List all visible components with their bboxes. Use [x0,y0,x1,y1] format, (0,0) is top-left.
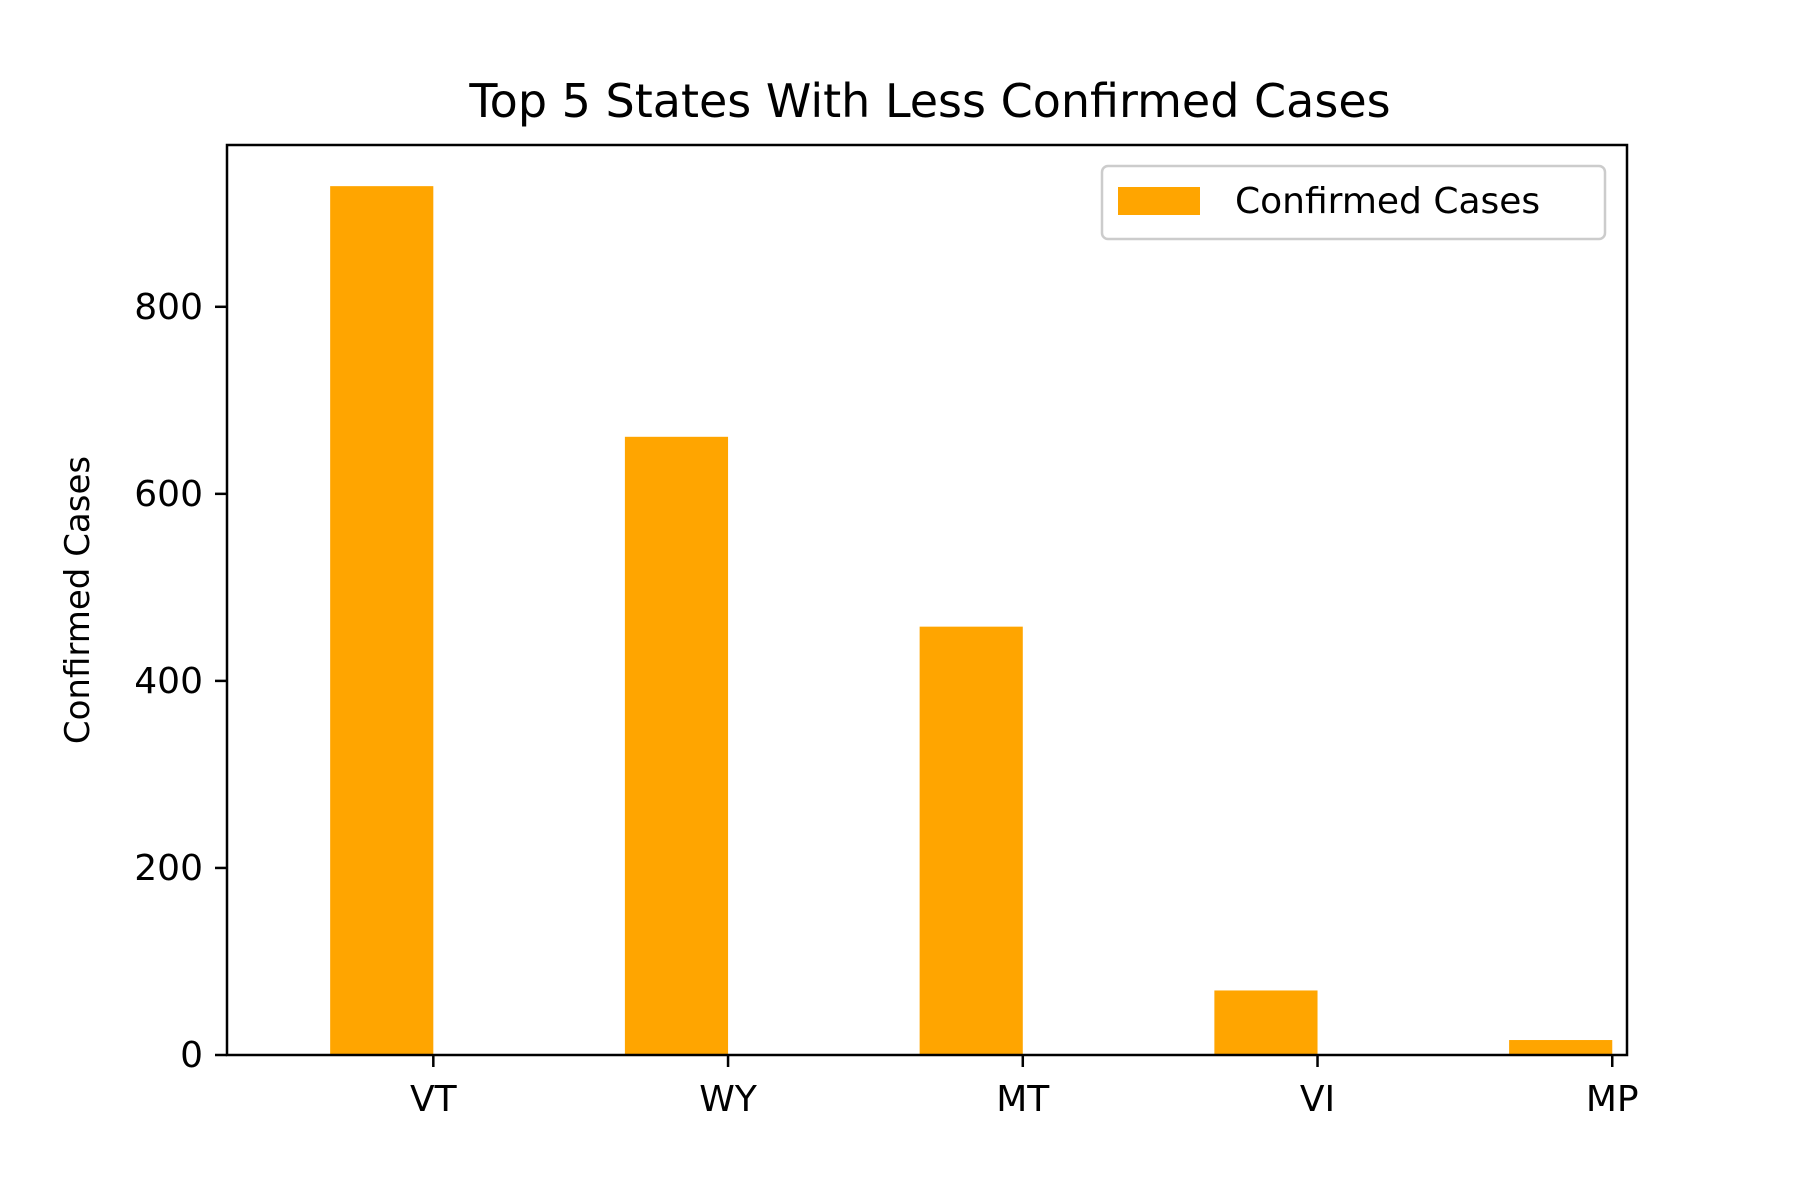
x-axis: VT WY MT VI MP [410,1055,1639,1120]
legend: Confirmed Cases [1100,164,1607,241]
y-tick-label: 200 [134,848,203,889]
x-tick-label-mt: MT [996,1079,1050,1120]
x-tick-label-mp: MP [1586,1079,1639,1120]
y-axis-label: Confirmed Cases [58,456,98,744]
bars-layer [330,186,1613,1056]
y-tick-label: 800 [134,287,203,328]
plot-frame [225,143,1629,1057]
y-tick-label: 0 [180,1035,203,1076]
legend-box [1100,164,1607,241]
bar-mp [1509,1040,1613,1055]
y-tick-label: 400 [134,661,203,702]
legend-label: Confirmed Cases [1235,181,1540,222]
x-tick-label-vt: VT [410,1079,458,1120]
y-tick-label: 600 [134,474,203,515]
legend-swatch [1118,187,1200,215]
x-tick-label-wy: WY [699,1079,758,1120]
bar-vi [1214,990,1318,1055]
bar-wy [624,436,729,1055]
chart-title: Top 5 States With Less Confirmed Cases [468,74,1390,128]
bar-mt [919,626,1023,1055]
bar-vt [330,186,434,1056]
y-axis: 0 200 400 600 800 [134,287,227,1076]
x-tick-label-vi: VI [1300,1079,1335,1120]
